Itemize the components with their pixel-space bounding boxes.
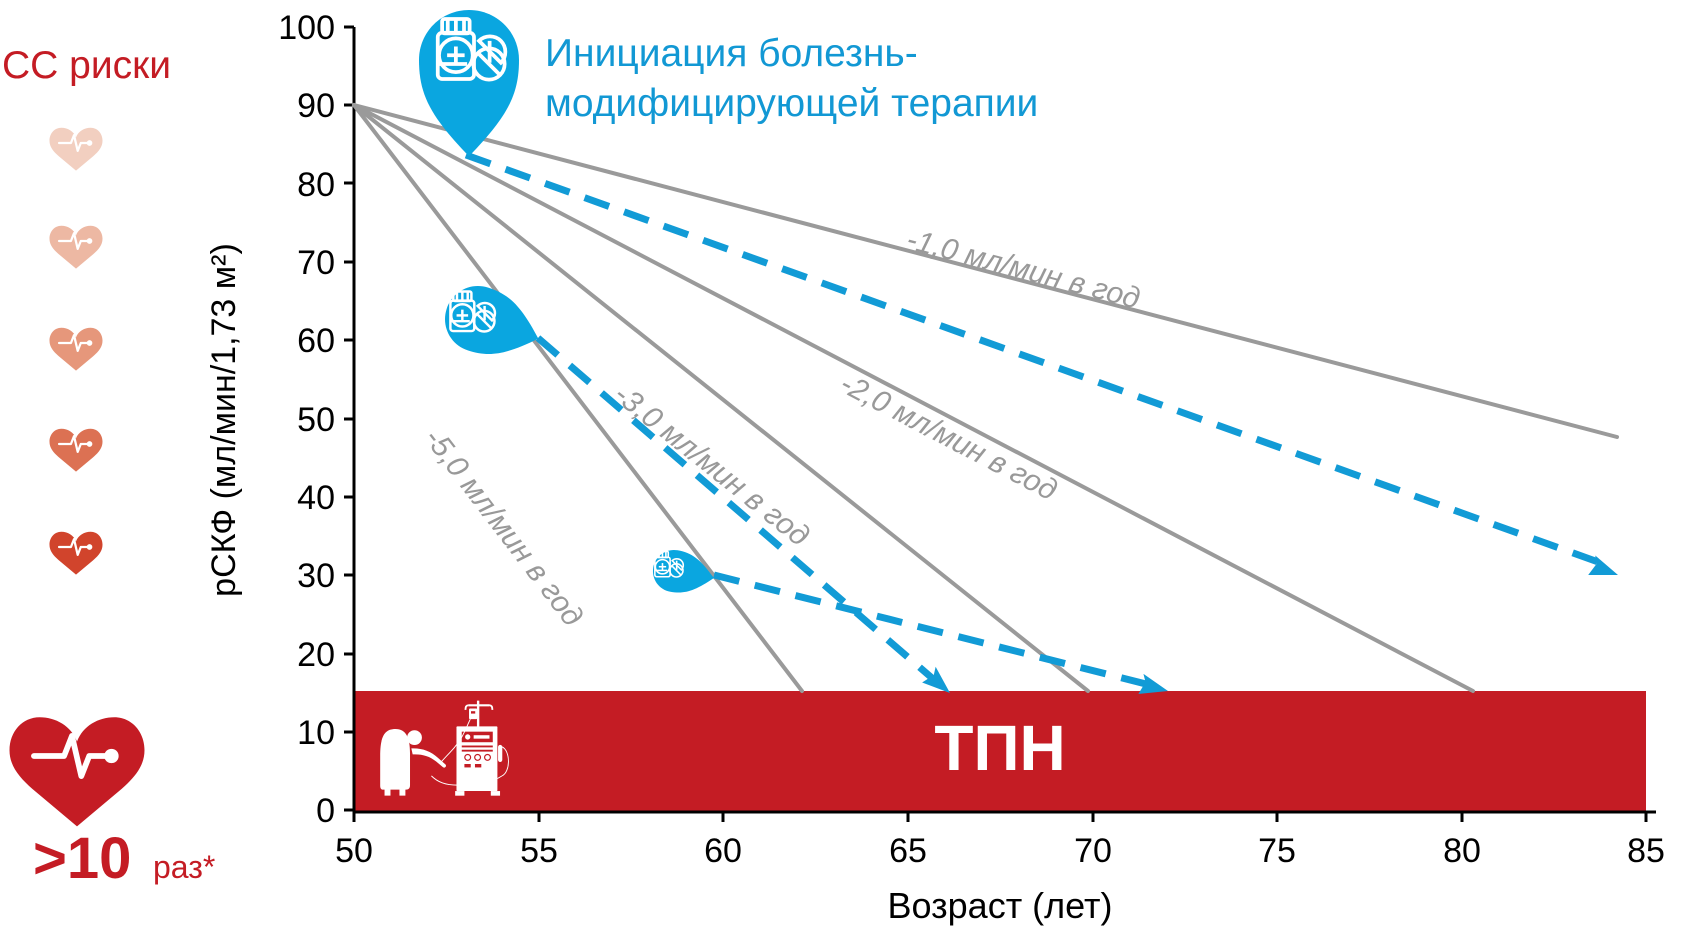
svg-text:65: 65 (889, 832, 927, 870)
svg-text:55: 55 (520, 832, 558, 870)
svg-text:75: 75 (1258, 832, 1296, 870)
svg-text:70: 70 (297, 244, 335, 282)
svg-text:60: 60 (297, 322, 335, 360)
svg-text:>10: >10 (33, 826, 131, 891)
svg-text:50: 50 (297, 401, 335, 439)
svg-text:раз*: раз* (153, 849, 215, 885)
svg-text:30: 30 (297, 557, 335, 595)
svg-text:-3,0 мл/мин в год: -3,0 мл/мин в год (608, 378, 816, 553)
svg-text:модифицирующей терапии: модифицирующей терапии (545, 82, 1038, 125)
svg-text:40: 40 (297, 479, 335, 517)
svg-text:-5,0 мл/мин в год: -5,0 мл/мин в год (417, 422, 589, 632)
svg-text:80: 80 (1443, 832, 1481, 870)
svg-text:50: 50 (335, 832, 373, 870)
svg-text:70: 70 (1074, 832, 1112, 870)
svg-text:ТПН: ТПН (934, 712, 1065, 784)
svg-text:90: 90 (297, 87, 335, 125)
svg-text:80: 80 (297, 166, 335, 204)
svg-text:0: 0 (316, 792, 335, 830)
svg-text:100: 100 (278, 9, 335, 47)
svg-text:рСКФ (мл/мин/1,73 м²): рСКФ (мл/мин/1,73 м²) (205, 243, 243, 597)
svg-text:20: 20 (297, 636, 335, 674)
svg-text:-1,0 мл/мин в год: -1,0 мл/мин в год (903, 223, 1143, 316)
svg-text:СС риски: СС риски (2, 44, 171, 87)
svg-text:Возраст (лет): Возраст (лет) (888, 885, 1113, 926)
svg-text:85: 85 (1627, 832, 1665, 870)
svg-text:-2,0 мл/мин в год: -2,0 мл/мин в год (835, 367, 1063, 507)
svg-text:10: 10 (297, 714, 335, 752)
svg-text:Инициация болезнь-: Инициация болезнь- (545, 32, 918, 75)
svg-text:60: 60 (704, 832, 742, 870)
